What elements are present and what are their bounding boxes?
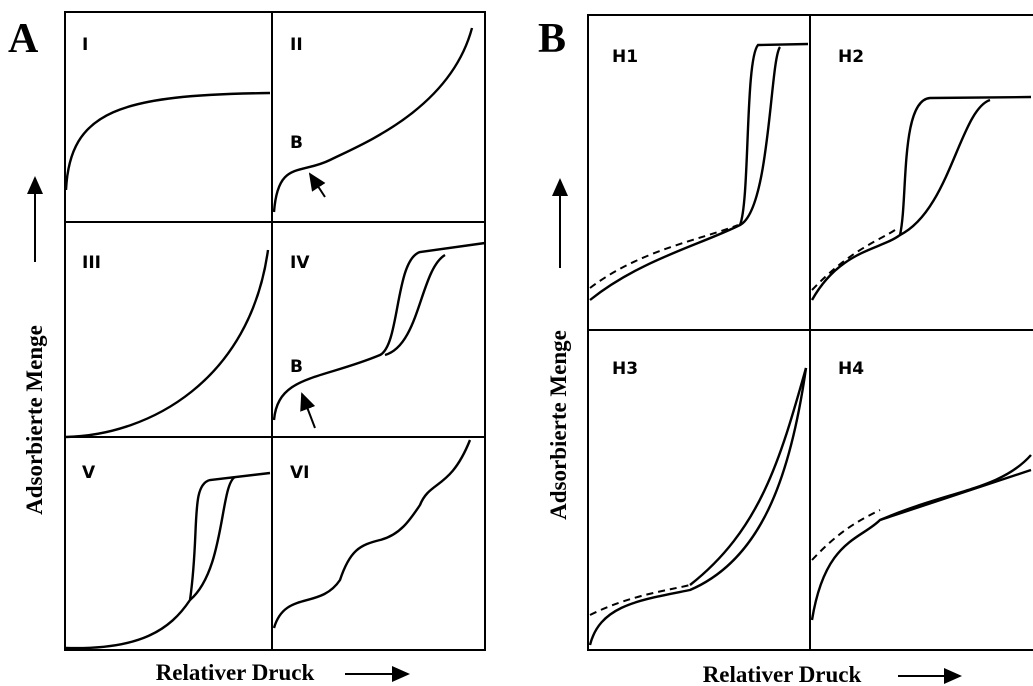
cell-label: H1 [612,47,638,67]
panel-label: A [8,16,39,62]
isotherm [810,95,1032,301]
cell-label: IV [290,253,310,273]
x-axis-label: Relativer Druck [156,660,315,685]
cell-label: H4 [838,359,864,379]
isotherm [272,439,472,629]
point-label: B [290,133,303,153]
isotherm [899,98,991,237]
isotherm [589,584,691,616]
isotherm [739,46,782,227]
y-axis-label: Adsorbierte Menge [546,330,571,520]
frame [587,14,1033,651]
panel-label: B [538,16,566,62]
isotherm [811,509,881,561]
panel-a: A I II III IV V VI B B Adsorbierte Menge… [8,11,486,685]
cell-label: H2 [838,47,864,67]
panel-b: B H1 H2 H3 H4 Adsorbierte Menge Relative… [538,14,1033,686]
cell-label: H3 [612,359,638,379]
isotherm [65,249,270,439]
cell-label: I [82,35,88,55]
isotherm [810,468,1032,621]
isotherm [589,42,809,301]
isotherm [189,475,236,601]
isotherm [64,91,271,191]
cell-label: VI [290,463,309,483]
isotherm [879,454,1032,522]
isotherm [65,471,271,650]
arrow [308,172,326,198]
y-axis-label: Adsorbierte Menge [22,325,47,515]
cell-label: V [82,463,96,483]
isotherm [589,224,739,289]
isotherm [272,241,486,421]
isotherm [689,367,808,586]
frame [64,11,486,651]
x-axis-label: Relativer Druck [703,662,862,686]
point-label: B [290,357,303,377]
cell-label: II [290,35,303,55]
isotherm [384,253,446,357]
isotherm [811,229,896,291]
isotherm [272,27,474,213]
arrow [300,392,316,429]
isotherm [588,367,808,646]
cell-label: III [82,253,101,273]
